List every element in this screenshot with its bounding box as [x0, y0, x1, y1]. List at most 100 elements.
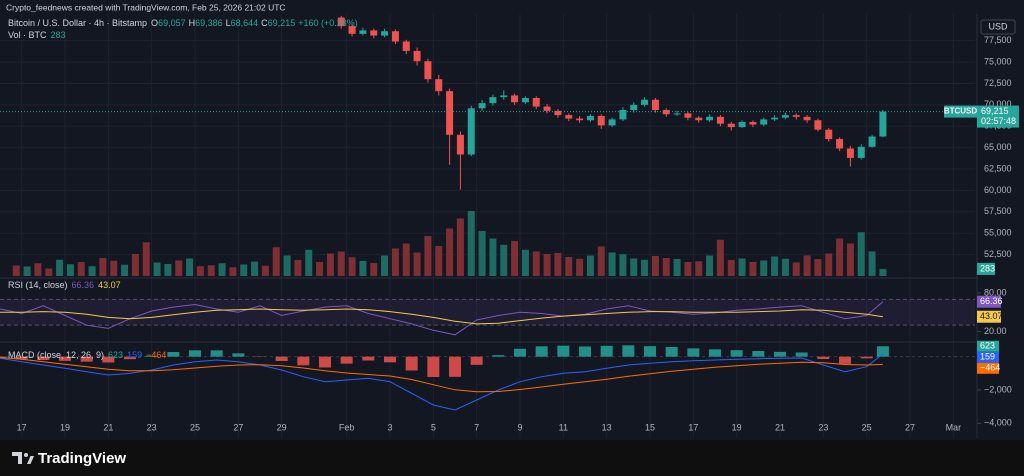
candle-body	[836, 139, 844, 149]
label: L	[226, 18, 231, 28]
volume-bar	[348, 257, 356, 276]
candle-body	[597, 115, 605, 126]
volume-bar	[294, 260, 302, 276]
volume-bar	[478, 231, 486, 276]
volume-bar	[706, 255, 714, 276]
y-tick-label: 55,000	[984, 228, 1012, 238]
candle-body	[348, 26, 356, 34]
y-tick-label: −2,000	[984, 384, 1012, 394]
volume-bar	[326, 253, 334, 276]
volume-bar	[651, 256, 659, 276]
volume-bar	[110, 260, 118, 276]
rsi-title: RSI (14, close)	[8, 280, 68, 290]
histogram-bar	[427, 356, 440, 377]
histogram-bar	[644, 346, 656, 357]
volume-bar	[792, 262, 800, 276]
countdown: 02:57:48	[981, 116, 1016, 126]
volume-bar	[771, 256, 779, 276]
high: 69,386	[195, 18, 223, 28]
volume-bar	[66, 264, 74, 276]
histogram-bar	[774, 351, 786, 357]
candle-body	[771, 117, 779, 120]
candle-body	[402, 41, 410, 51]
x-tick-label: 9	[517, 422, 522, 432]
hist-value: 623	[108, 350, 123, 360]
y-tick-label: 70,000	[984, 99, 1012, 109]
currency-button[interactable]	[980, 19, 1016, 35]
volume-bar	[23, 266, 31, 276]
close: 69,215	[268, 18, 296, 28]
x-tick-label: Mar	[946, 422, 962, 432]
candle-body	[543, 106, 551, 111]
x-tick-label: 23	[818, 422, 828, 432]
histogram-bar	[470, 356, 483, 365]
volume-bar	[424, 236, 432, 276]
candle-body	[370, 30, 378, 36]
volume-bar	[781, 258, 789, 276]
volume-tag	[977, 262, 995, 275]
volume-bar	[467, 211, 475, 276]
histogram-bar	[876, 346, 889, 357]
change: +160 (+0.23%)	[298, 18, 358, 28]
marks-layer	[0, 15, 975, 411]
volume-bar	[836, 238, 844, 276]
histogram-bar	[817, 356, 830, 359]
candle-body	[532, 98, 540, 107]
candle-body	[478, 103, 486, 109]
value-tag-label: −464	[980, 363, 1000, 373]
histogram-bar	[579, 346, 591, 357]
value-tag	[977, 295, 1001, 308]
histogram-bar	[37, 356, 50, 360]
volume-bar	[77, 262, 85, 276]
candle-body	[608, 119, 616, 126]
volume-bar	[142, 242, 150, 276]
x-tick-label: 25	[862, 422, 872, 432]
rsi-line	[0, 308, 883, 325]
x-tick-label: 17	[17, 422, 27, 432]
histogram-bar	[145, 355, 158, 357]
x-tick-label: 23	[147, 422, 157, 432]
volume-bar	[803, 255, 811, 276]
histogram-bar	[709, 349, 721, 357]
volume-bar	[597, 246, 605, 276]
credit: Crypto_feednews created with TradingView…	[6, 2, 286, 12]
histogram-bar	[275, 356, 288, 361]
currency[interactable]: USD	[988, 21, 1008, 31]
candle-body	[413, 50, 421, 62]
volume-bar	[868, 251, 876, 276]
candle-body	[651, 99, 659, 110]
label: C	[261, 18, 268, 28]
candle-body	[814, 120, 822, 130]
histogram-bar	[405, 356, 418, 371]
histogram-bar	[59, 356, 71, 361]
volume-bar	[12, 265, 20, 276]
x-tick-label: 11	[559, 422, 568, 432]
value-tag-label: 623	[980, 341, 995, 351]
candle-body	[521, 98, 529, 103]
histogram-bar	[210, 350, 223, 357]
candle-body	[727, 123, 735, 128]
value-tag	[977, 362, 999, 374]
candle-body	[381, 31, 389, 36]
volume-bar	[229, 267, 237, 276]
candle-body	[446, 91, 454, 135]
volume-bar	[662, 258, 670, 276]
y-tick-label: 57,500	[984, 206, 1012, 216]
x-tick-label: 29	[277, 422, 287, 432]
volume-bar	[359, 261, 367, 276]
candle-body	[749, 121, 757, 125]
value-tag-label: 66.36	[980, 296, 1003, 306]
value-tag-label: 159	[980, 352, 995, 362]
candle-body	[467, 108, 475, 155]
volume-bar	[175, 260, 183, 276]
value-tag	[977, 340, 999, 352]
histogram-bar	[167, 352, 180, 357]
volume-legend: Vol · BTC 283	[8, 30, 66, 40]
candle-body	[641, 99, 649, 105]
volume-bar	[511, 241, 519, 276]
rsi-value: 66.36	[72, 280, 95, 290]
volume-bar	[164, 264, 172, 276]
volume-bar	[131, 254, 139, 276]
x-tick-label: 27	[905, 422, 915, 432]
candle-body	[879, 111, 887, 137]
